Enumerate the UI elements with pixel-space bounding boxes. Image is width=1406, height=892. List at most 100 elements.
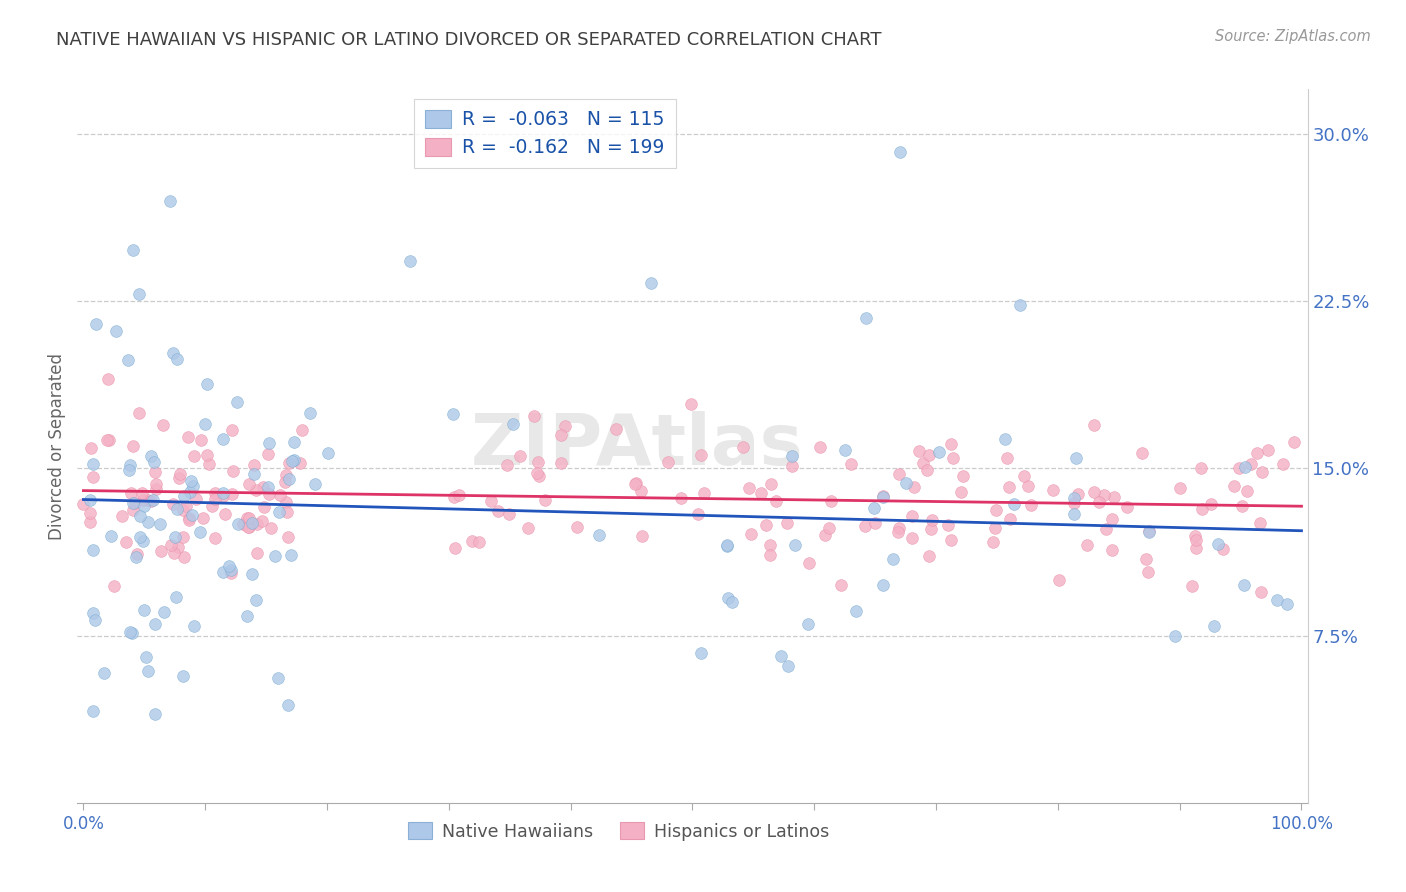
Point [657,455,679,469]
Point [128,530,150,544]
Point [143,455,166,469]
Point [716,539,738,553]
Point [817,521,839,535]
Point [276,505,298,519]
Point [204,485,226,500]
Point [939,533,962,548]
Point [179,484,201,499]
Point [872,489,894,503]
Point [785,538,807,552]
Point [887,467,910,482]
Point [136,493,159,508]
Point [921,513,943,527]
Point [733,440,755,454]
Point [179,511,201,525]
Point [257,447,280,461]
Point [79,441,101,455]
Point [299,406,322,420]
Point [238,511,260,525]
Text: ZIPAtlas: ZIPAtlas [471,411,803,481]
Point [204,531,226,545]
Point [686,507,709,521]
Point [105,324,128,338]
Point [124,496,146,510]
Point [751,486,773,500]
Point [277,530,299,544]
Point [198,457,221,471]
Point [461,533,484,548]
Point [1240,457,1263,471]
Point [82,543,104,558]
Point [908,444,931,458]
Point [550,427,572,442]
Point [502,417,524,431]
Point [1233,578,1256,592]
Point [1284,434,1306,449]
Point [759,538,782,552]
Point [1083,484,1105,499]
Point [316,445,339,459]
Point [534,492,557,507]
Point [1236,484,1258,499]
Point [887,521,910,535]
Point [246,546,269,560]
Point [939,437,962,451]
Point [122,496,145,510]
Point [267,505,290,519]
Point [128,509,150,524]
Point [304,477,326,491]
Point [1185,533,1208,547]
Point [131,485,153,500]
Point [983,521,1005,535]
Point [640,276,662,290]
Point [865,516,887,530]
Point [243,458,266,472]
Point [1047,574,1070,588]
Point [1223,479,1246,493]
Point [236,511,259,525]
Point [814,528,837,542]
Point [290,423,312,437]
Point [887,524,910,539]
Point [1067,487,1090,501]
Point [128,287,150,301]
Point [136,665,159,679]
Point [1184,541,1206,556]
Point [1191,502,1213,516]
Point [173,489,195,503]
Point [269,488,291,502]
Point [212,566,235,580]
Point [900,531,922,545]
Point [896,476,918,491]
Point [118,463,141,477]
Point [82,606,104,620]
Point [121,243,143,257]
Point [995,451,1018,466]
Point [135,649,157,664]
Point [257,435,280,450]
Point [172,668,194,682]
Point [1208,537,1230,551]
Point [260,521,283,535]
Point [218,559,240,574]
Point [121,625,143,640]
Point [259,487,281,501]
Point [167,471,190,485]
Point [174,500,197,514]
Point [1249,516,1271,530]
Point [797,556,820,570]
Point [143,617,166,632]
Point [624,477,647,491]
Point [950,484,973,499]
Point [526,466,548,480]
Point [79,515,101,529]
Point [918,448,941,462]
Point [1042,483,1064,497]
Point [759,549,782,563]
Point [115,534,138,549]
Point [776,516,799,530]
Point [82,704,104,718]
Point [219,563,242,577]
Y-axis label: Divorced or Separated: Divorced or Separated [48,352,66,540]
Point [280,549,302,563]
